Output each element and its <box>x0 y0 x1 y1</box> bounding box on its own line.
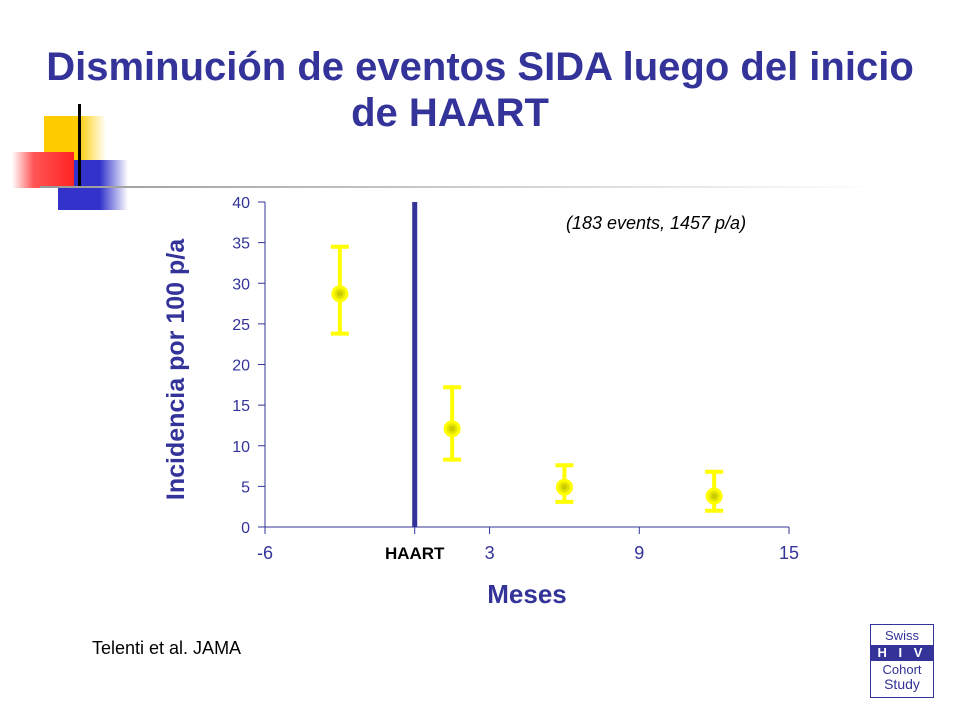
title-line-1: Disminución de eventos SIDA luego del in… <box>46 45 914 89</box>
x-tick-label-haart: HAART <box>385 544 445 563</box>
y-tick-label: 10 <box>232 439 250 456</box>
page-title: Disminución de eventos SIDA luego del in… <box>0 44 960 136</box>
data-point-center <box>449 425 456 432</box>
data-point-center <box>711 493 718 500</box>
data-point-center <box>336 290 343 297</box>
y-tick-label: 25 <box>232 317 250 334</box>
y-axis-label: Incidencia por 100 p/a <box>162 238 190 500</box>
logo-line-cohort: Cohort <box>882 662 922 677</box>
y-tick-label: 15 <box>232 398 250 415</box>
deco-underline <box>40 186 880 188</box>
citation: Telenti et al. JAMA <box>92 638 242 658</box>
y-tick-label: 40 <box>232 195 250 212</box>
y-tick-label: 20 <box>232 358 250 375</box>
title-line-2: de HAART <box>351 91 549 135</box>
x-tick-label: 3 <box>485 543 495 563</box>
logo-line-hiv: H I V <box>871 645 933 661</box>
deco-vertical-bar <box>78 104 81 186</box>
title-decoration <box>12 104 880 210</box>
x-tick-label: 9 <box>634 543 644 563</box>
y-tick-label: 35 <box>232 236 250 253</box>
x-axis-label: Meses <box>487 579 567 609</box>
swiss-hiv-cohort-logo: Swiss H I V Cohort Study <box>870 624 934 698</box>
x-tick-label: -6 <box>257 543 273 563</box>
data-point-center <box>561 484 568 491</box>
logo-line-swiss: Swiss <box>885 628 919 643</box>
logo-line-study: Study <box>884 676 920 692</box>
events-annotation: (183 events, 1457 p/a) <box>566 213 746 233</box>
deco-red-square <box>12 152 74 188</box>
y-tick-label: 0 <box>241 520 250 537</box>
x-tick-label: 15 <box>779 543 799 563</box>
y-tick-label: 5 <box>241 479 250 496</box>
y-tick-label: 30 <box>232 276 250 293</box>
